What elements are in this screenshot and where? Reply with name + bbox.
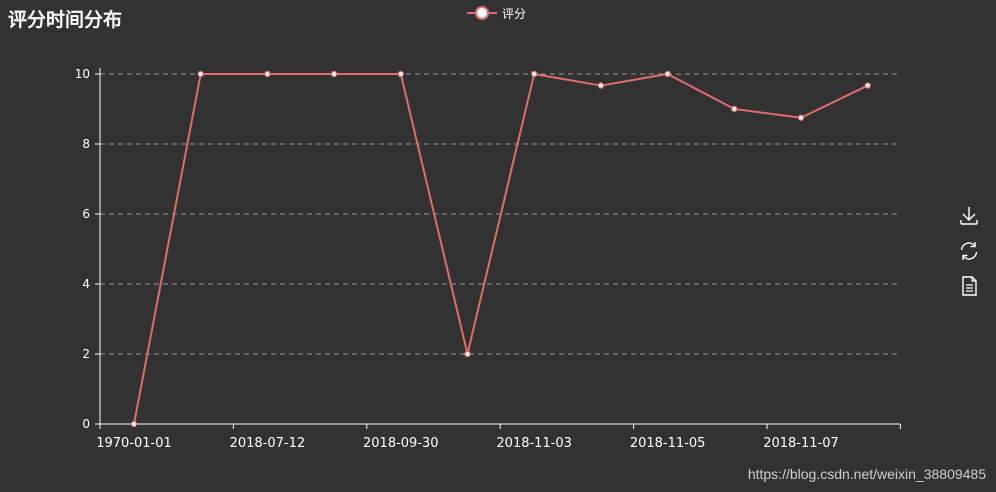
x-tick-label: 2018-11-05 [630, 436, 706, 451]
download-icon[interactable] [957, 204, 981, 228]
data-point [330, 70, 338, 78]
legend-line-dot-icon [467, 6, 497, 20]
chart-title: 评分时间分布 [8, 9, 123, 31]
refresh-icon[interactable] [957, 239, 981, 263]
data-point [130, 420, 138, 428]
y-tick-label: 4 [82, 277, 90, 291]
data-point [664, 70, 671, 78]
legend-item[interactable]: 评分 [467, 3, 526, 23]
data-point [731, 105, 738, 113]
x-tick-label: 1970-01-01 [96, 436, 172, 451]
data-point [864, 82, 871, 89]
y-tick-label: 8 [82, 137, 90, 151]
toolbox [957, 204, 981, 309]
data-point [531, 70, 538, 78]
data-point [464, 350, 471, 358]
data-point [397, 70, 404, 78]
y-tick-label: 10 [75, 67, 90, 81]
data-point [797, 114, 805, 121]
x-tick-label: 2018-11-07 [763, 436, 839, 451]
data-point [197, 70, 204, 78]
watermark: https://blog.csdn.net/weixin_38809485 [747, 466, 986, 482]
y-tick-label: 0 [82, 417, 90, 431]
series-line [133, 73, 869, 425]
legend-dot [475, 6, 489, 20]
data-point [264, 70, 271, 78]
data-point [597, 82, 605, 89]
y-tick-label: 6 [82, 207, 90, 221]
x-tick-label: 2018-11-03 [496, 436, 572, 451]
data-view-icon[interactable] [957, 274, 981, 298]
x-tick-label: 2018-07-12 [230, 436, 306, 451]
x-tick-label: 2018-09-30 [363, 436, 439, 451]
legend-label: 评分 [502, 6, 527, 21]
y-tick-label: 2 [82, 347, 90, 361]
